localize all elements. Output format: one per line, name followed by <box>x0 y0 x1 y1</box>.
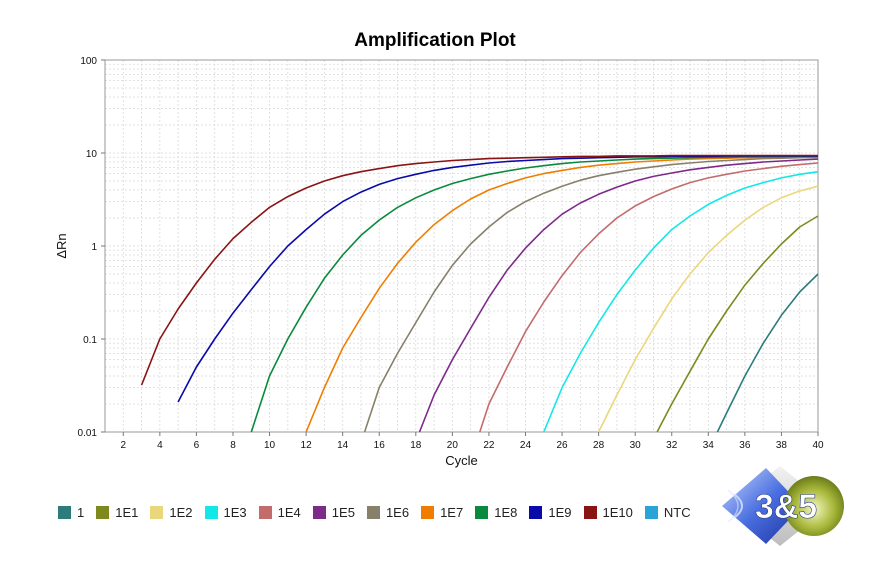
legend-item-1e6[interactable]: 1E6 <box>366 504 410 520</box>
legend-swatch <box>475 505 489 519</box>
series-line-1 <box>716 273 819 433</box>
legend-item-1e9[interactable]: 1E9 <box>529 504 572 520</box>
legend-label: 1E5 <box>331 504 355 520</box>
series-line-1e2 <box>597 185 819 433</box>
legend-swatch <box>150 505 164 519</box>
legend-label: 1 <box>77 504 85 520</box>
x-tick-label: 4 <box>157 440 163 451</box>
legend-item-1e2[interactable]: 1E2 <box>150 504 193 520</box>
x-tick-label: 30 <box>630 440 642 451</box>
legend-item-ntc[interactable]: NTC <box>644 504 691 520</box>
legend-swatch <box>529 505 543 519</box>
legend-item-1e4[interactable]: 1E4 <box>258 504 301 520</box>
legend-item-1e10[interactable]: 1E10 <box>583 504 633 520</box>
legend-item-1e3[interactable]: 1E3 <box>204 504 247 520</box>
legend-swatch <box>366 505 380 519</box>
legend-swatch <box>421 505 435 519</box>
legend-swatch <box>58 505 71 519</box>
legend-label: 1E6 <box>385 504 410 520</box>
legend: 1 1E1 1E2 1E3 1E4 1E5 1E6 1E7 1E8 1E9 1E10 NTC <box>58 503 703 521</box>
legend-item-1[interactable]: 1 <box>58 505 84 520</box>
x-tick-label: 10 <box>264 440 276 451</box>
legend-swatch <box>312 505 326 519</box>
x-ticks: 2 4 6 8 10 12 14 16 18 20 22 24 26 28 30 32 34 36 38 40 <box>121 432 824 451</box>
legend-item-1e5[interactable]: 1E5 <box>312 504 355 520</box>
series-line-1e10 <box>140 154 818 386</box>
y-tick-label: 0.01 <box>78 428 98 439</box>
legend-label: 1E1 <box>115 504 139 520</box>
legend-item-1e1[interactable]: 1E1 <box>96 505 138 520</box>
x-tick-label: 20 <box>447 440 459 451</box>
x-tick-label: 34 <box>703 440 715 451</box>
grid <box>104 60 819 433</box>
x-tick-label: 8 <box>230 440 236 451</box>
y-axis-label: ΔRn <box>54 233 69 258</box>
x-tick-label: 16 <box>374 440 386 451</box>
x-tick-label: 12 <box>301 440 313 451</box>
legend-label: 1E8 <box>494 504 518 520</box>
x-tick-label: 2 <box>121 440 127 451</box>
legend-label: NTC <box>663 504 691 520</box>
x-axis-label: Cycle <box>445 453 478 468</box>
series-line-1e6 <box>363 156 819 433</box>
legend-item-1e7[interactable]: 1E7 <box>421 505 463 520</box>
series-line-1e5 <box>418 158 819 433</box>
series-lines <box>140 154 819 433</box>
x-tick-label: 38 <box>776 440 788 451</box>
series-line-1e3 <box>543 170 819 433</box>
x-tick-label: 28 <box>593 440 605 451</box>
y-tick-label: 100 <box>80 56 97 67</box>
logo-mark: 3&5 <box>755 488 817 526</box>
legend-label: 1E4 <box>277 504 301 520</box>
series-line-1e7 <box>305 156 818 433</box>
legend-swatch <box>644 505 658 519</box>
legend-swatch <box>583 505 597 519</box>
legend-swatch <box>258 505 272 519</box>
legend-label: 1E9 <box>548 504 572 520</box>
x-tick-label: 24 <box>520 440 532 451</box>
legend-swatch <box>96 505 110 519</box>
legend-item-1e8[interactable]: 1E8 <box>475 505 517 520</box>
x-tick-label: 14 <box>337 440 349 451</box>
x-tick-label: 40 <box>812 440 824 451</box>
x-tick-label: 22 <box>483 440 495 451</box>
y-tick-label: 10 <box>86 149 98 160</box>
series-line-1e4 <box>479 162 819 433</box>
x-tick-label: 6 <box>194 440 200 451</box>
x-tick-label: 32 <box>666 440 678 451</box>
legend-label: 1E3 <box>223 504 247 520</box>
x-tick-label: 36 <box>739 440 751 451</box>
y-tick-label: 0.1 <box>83 335 97 346</box>
chart-title: Amplification Plot <box>354 30 516 51</box>
series-line-1e8 <box>250 155 818 433</box>
legend-label: 1E2 <box>169 504 193 520</box>
legend-swatch <box>204 505 218 519</box>
series-line-1e1 <box>656 215 819 433</box>
y-ticks: 0.01 0.1 1 10 100 <box>78 56 105 439</box>
y-tick-label: 1 <box>91 242 97 253</box>
x-tick-label: 26 <box>556 440 568 451</box>
legend-label: 1E10 <box>602 504 633 520</box>
x-tick-label: 18 <box>410 440 422 451</box>
legend-label: 1E7 <box>440 504 464 520</box>
three-and-five-logo: 3&5 <box>722 466 844 546</box>
series-line-1e9 <box>177 155 818 403</box>
